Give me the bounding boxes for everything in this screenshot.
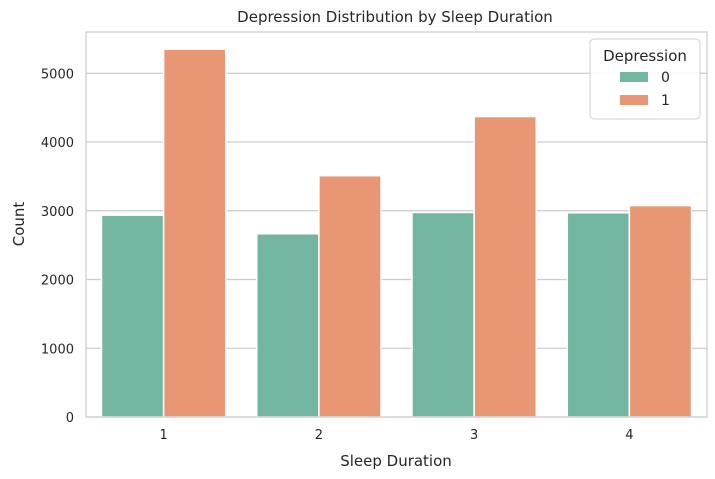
bars [100,48,693,418]
legend-swatch-0 [620,72,648,82]
y-axis-label: Count [10,202,28,247]
bar-series-1-cat-4 [628,204,693,418]
x-axis-label: Sleep Duration [340,452,452,470]
legend-title: Depression [603,47,687,65]
legend: Depression 0 1 [589,38,701,120]
x-tick-labels: 1 2 3 4 [159,428,633,443]
bar-series-1-cat-3 [473,115,537,418]
bar-series-0-cat-1 [100,214,165,418]
y-tick-label-3: 3000 [41,205,74,220]
bar-series-1-cat-1 [162,48,227,418]
bar-series-1-cat-2 [318,174,382,418]
x-tick-label-2: 3 [470,428,478,443]
x-tick-label-0: 1 [159,428,167,443]
y-tick-label-0: 0 [66,411,74,426]
legend-swatch-1 [620,95,648,105]
legend-label-1: 1 [661,93,670,109]
bar-series-0-cat-3 [411,211,475,418]
y-tick-labels: 0 1000 2000 3000 4000 5000 [41,67,74,426]
plot-frame [85,31,708,418]
chart-title: Depression Distribution by Sleep Duratio… [237,8,553,26]
y-tick-label-5: 5000 [41,67,74,82]
y-tick-label-2: 2000 [41,274,74,289]
x-tick-label-1: 2 [315,428,323,443]
legend-label-0: 0 [661,70,670,86]
y-tick-label-4: 4000 [41,136,74,151]
bar-series-0-cat-4 [566,212,631,418]
bar-series-0-cat-2 [256,233,320,418]
x-tick-label-3: 4 [625,428,633,443]
y-tick-label-1: 1000 [41,342,74,357]
